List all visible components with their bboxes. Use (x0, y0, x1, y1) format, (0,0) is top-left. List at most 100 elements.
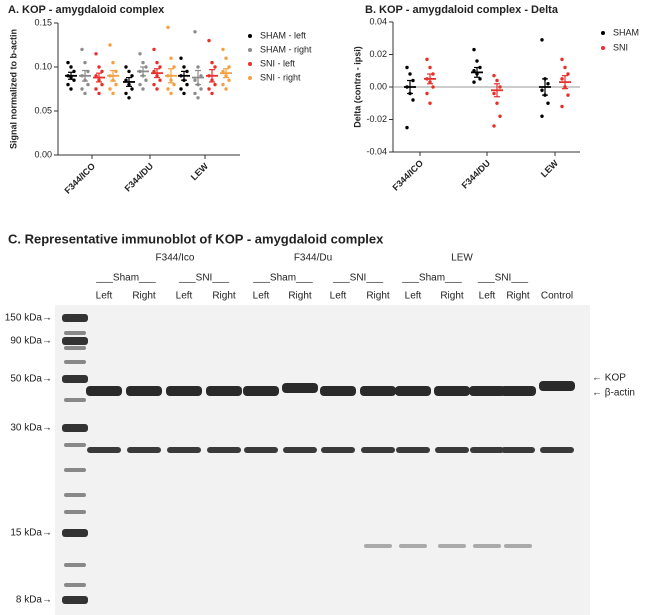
legend-marker (248, 34, 252, 38)
data-point (560, 77, 564, 81)
data-point (425, 57, 429, 62)
data-point (130, 74, 134, 78)
data-point (108, 87, 112, 91)
data-point (566, 93, 570, 97)
data-point (66, 82, 70, 87)
data-point (66, 60, 70, 65)
ladder-band (64, 346, 86, 350)
data-point (560, 104, 564, 109)
data-point (172, 82, 176, 87)
data-point (540, 88, 544, 92)
y-tick-label: -0.02 (366, 114, 387, 124)
blot-band (470, 447, 504, 453)
lane-label: Right (132, 291, 156, 302)
data-point (124, 78, 128, 82)
blot-band (87, 447, 121, 453)
blot-band (434, 386, 470, 396)
data-point (227, 78, 231, 82)
group-label: ___SNI___ (477, 273, 528, 284)
data-point (405, 65, 409, 70)
ladder-band (64, 331, 86, 335)
data-point (193, 78, 197, 82)
data-point (478, 77, 482, 81)
data-point (141, 60, 145, 65)
y-tick-label: 0.04 (369, 16, 387, 26)
data-point (169, 91, 173, 96)
data-point (210, 60, 214, 65)
blot-band (500, 386, 536, 396)
data-point (158, 78, 162, 82)
ladder-band (64, 563, 86, 567)
data-point (492, 124, 496, 128)
data-point (124, 65, 128, 69)
data-point (495, 78, 499, 83)
data-point (498, 114, 502, 118)
blot-band (243, 386, 279, 396)
blot-band (435, 447, 469, 453)
legend-marker (248, 62, 252, 66)
data-point (100, 69, 104, 74)
marker-label: 30 kDa→ (10, 423, 52, 434)
data-point (69, 65, 73, 69)
y-tick-label: 0.00 (34, 149, 52, 159)
blot-band (282, 383, 318, 393)
y-tick-label: 0.02 (369, 49, 387, 59)
legend-marker (601, 31, 605, 35)
data-point (472, 47, 476, 52)
data-point (94, 87, 98, 91)
data-point (124, 91, 128, 96)
marker-label: 15 kDa→ (10, 528, 52, 539)
lane-label: Left (253, 291, 270, 302)
group-label: ___Sham___ (252, 273, 313, 284)
data-point (563, 65, 567, 70)
blot-band (244, 447, 278, 453)
ladder-band (64, 583, 86, 587)
data-point (224, 87, 228, 91)
data-point (405, 125, 409, 130)
y-tick-label: -0.04 (366, 146, 387, 156)
lane-label: Left (479, 291, 496, 302)
blot-band (364, 544, 392, 548)
ladder-band (64, 510, 86, 514)
lane-label: Left (405, 291, 422, 302)
blot-band (86, 386, 122, 396)
data-point (94, 52, 98, 56)
blot-band (360, 386, 396, 396)
marker-label: 90 kDa→ (10, 336, 52, 347)
data-point (196, 65, 200, 69)
data-point (221, 69, 225, 74)
data-point (111, 60, 115, 65)
data-point (540, 114, 544, 118)
y-tick-label: 0.10 (34, 61, 52, 71)
blot-band (207, 447, 241, 453)
ladder-band (64, 493, 86, 497)
panel-c-title: C. Representative immunoblot of KOP - am… (8, 231, 384, 246)
y-axis-label: Delta (contra - ipsi) (352, 46, 362, 128)
data-point (475, 59, 479, 63)
ladder-band (62, 596, 88, 604)
x-tick-label: F344/ICO (390, 158, 425, 193)
band-label: ← β-actin (592, 388, 635, 399)
data-point (130, 87, 134, 91)
blot-band (283, 447, 317, 453)
data-point (199, 74, 203, 78)
lane-label: Right (366, 291, 390, 302)
blot-band (206, 386, 242, 396)
data-point (166, 25, 170, 30)
data-point (224, 56, 228, 60)
marker-label: 50 kDa→ (10, 374, 52, 385)
blot-band (473, 544, 501, 548)
ladder-band (64, 398, 86, 402)
x-tick-label: F344/DU (460, 158, 493, 191)
group-label: ___Sham___ (95, 273, 156, 284)
data-point (152, 69, 156, 74)
data-point (127, 96, 131, 100)
y-tick-label: 0.00 (369, 81, 387, 91)
data-point (169, 56, 173, 60)
data-point (560, 57, 564, 62)
y-tick-label: 0.05 (34, 105, 52, 115)
y-axis-label: Signal normalized to b-actin (8, 29, 18, 149)
strain-label: F344/Du (294, 253, 332, 264)
data-point (97, 91, 101, 96)
data-point (80, 47, 84, 52)
